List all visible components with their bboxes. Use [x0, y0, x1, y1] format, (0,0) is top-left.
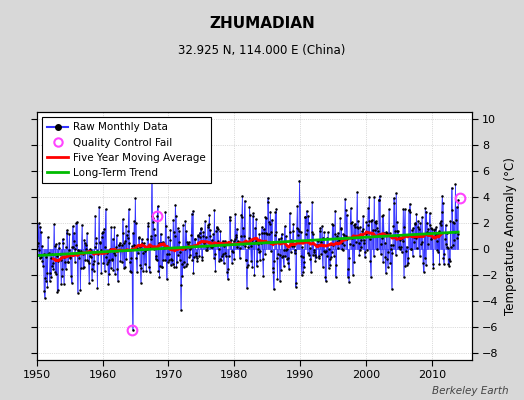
- Y-axis label: Temperature Anomaly (°C): Temperature Anomaly (°C): [504, 157, 517, 315]
- Text: ZHUMADIAN: ZHUMADIAN: [209, 16, 315, 31]
- Text: Berkeley Earth: Berkeley Earth: [432, 386, 508, 396]
- Text: 32.925 N, 114.000 E (China): 32.925 N, 114.000 E (China): [178, 44, 346, 57]
- Legend: Raw Monthly Data, Quality Control Fail, Five Year Moving Average, Long-Term Tren: Raw Monthly Data, Quality Control Fail, …: [42, 117, 211, 183]
